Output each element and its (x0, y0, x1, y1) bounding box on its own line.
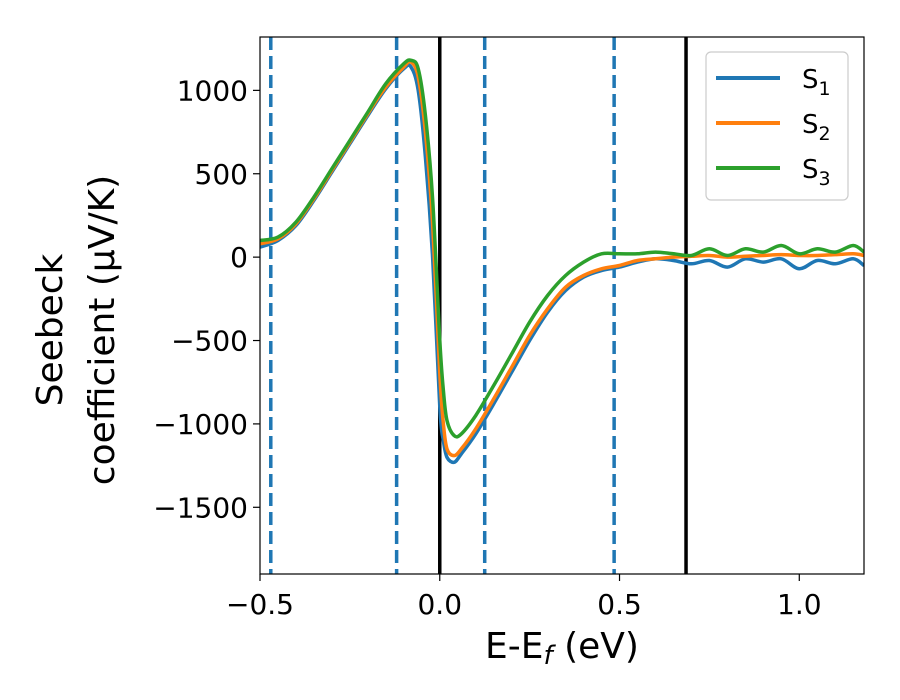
x-axis-title-main: E-E (485, 626, 543, 667)
legend-frame (705, 51, 849, 201)
legend-label-1: S1 (802, 65, 831, 100)
x-axis-title-unit: (eV) (553, 626, 639, 667)
y-tick-label-2: 0 (230, 241, 248, 274)
y-tick-label-5: −1500 (153, 491, 248, 524)
y-axis-title-line2: coefficient (μV/K) (82, 175, 123, 485)
x-tick-label-1: 0.0 (417, 588, 462, 621)
y-tick-label-3: −500 (171, 325, 248, 358)
y-axis-title-line1: Seebeck (30, 253, 71, 406)
x-tick-label-2: 0.5 (597, 588, 642, 621)
legend-label-2: S2 (802, 110, 831, 145)
legend-label-3: S3 (802, 155, 831, 190)
series-line-3 (260, 58, 864, 439)
y-tick-label-4: −1000 (153, 408, 248, 441)
plot-frame (259, 36, 865, 575)
y-tick-label-1: 500 (195, 158, 248, 191)
series-lines (260, 58, 864, 465)
y-axis-title: Seebeck coefficient (μV/K) (30, 175, 123, 485)
x-axis-title: E-Ef (eV) (485, 626, 639, 671)
x-tick-label-0: −0.5 (226, 588, 294, 621)
x-axis: −0.5 0.0 0.5 1.0 (226, 574, 822, 621)
legend: S1 S2 S3 (705, 51, 849, 201)
y-tick-label-0: 1000 (177, 74, 248, 107)
x-tick-label-3: 1.0 (777, 588, 822, 621)
y-axis: 1000 500 0 −500 −1000 −1500 (153, 74, 260, 524)
